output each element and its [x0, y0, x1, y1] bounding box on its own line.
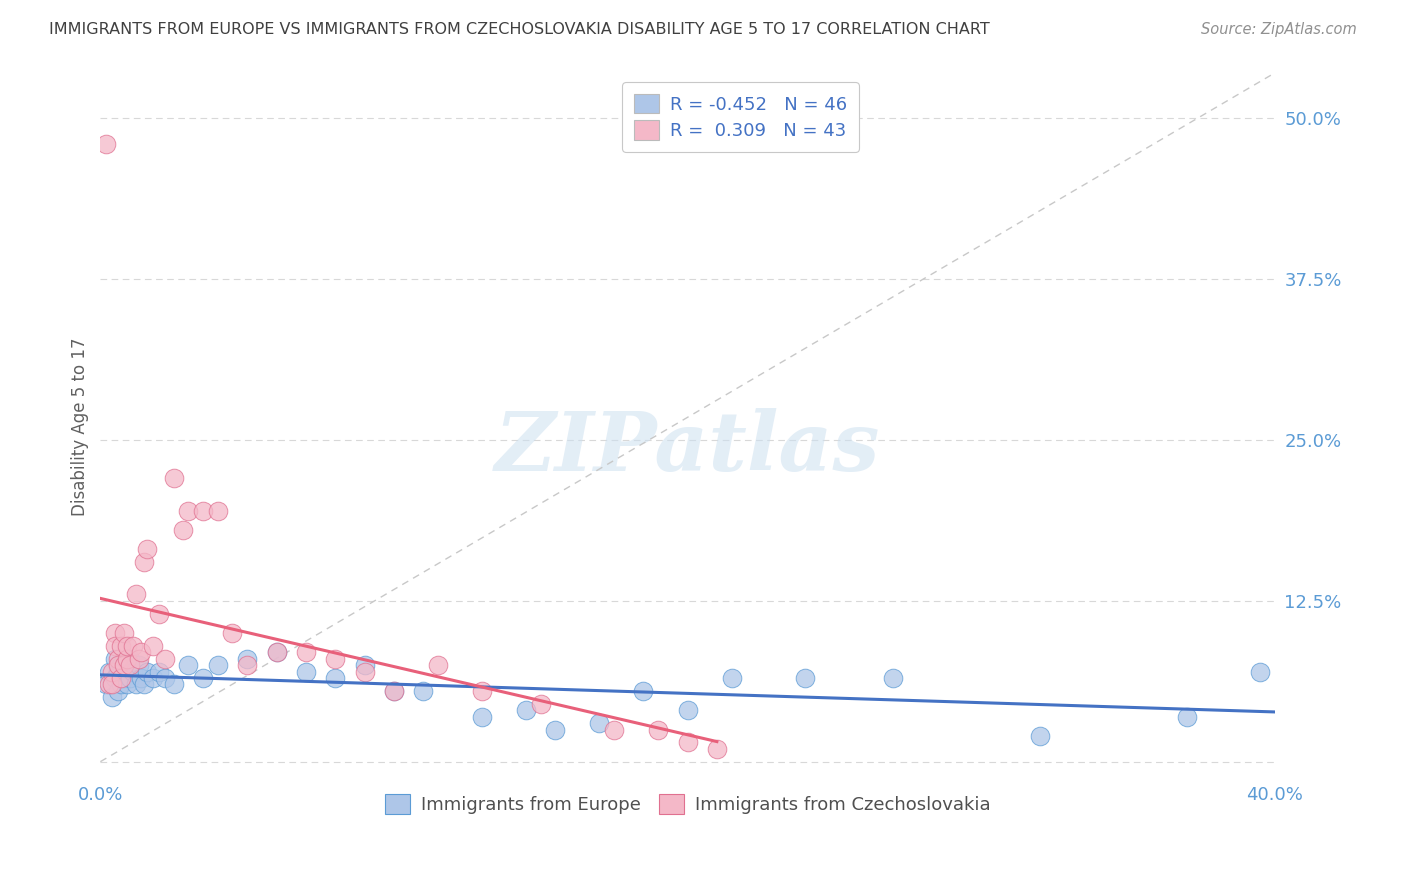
Point [110, 671, 132, 685]
Point [412, 684, 434, 698]
Point [647, 723, 669, 737]
Point [142, 671, 165, 685]
Point [530, 697, 553, 711]
Point [121, 665, 143, 679]
Point [323, 671, 346, 685]
Point [124, 677, 146, 691]
Point [603, 723, 626, 737]
Point [131, 645, 153, 659]
Point [1029, 729, 1052, 743]
Point [107, 658, 129, 673]
Point [110, 677, 132, 691]
Point [101, 677, 124, 691]
Point [266, 645, 288, 659]
Point [112, 658, 135, 673]
Text: Source: ZipAtlas.com: Source: ZipAtlas.com [1201, 22, 1357, 37]
Point [236, 658, 259, 673]
Point [128, 651, 150, 665]
Point [382, 684, 405, 698]
Point [588, 716, 610, 731]
Point [98, 665, 121, 679]
Point [104, 639, 127, 653]
Point [1175, 709, 1198, 723]
Point [101, 690, 124, 705]
Point [142, 639, 165, 653]
Point [882, 671, 904, 685]
Point [207, 658, 229, 673]
Point [427, 658, 450, 673]
Point [544, 723, 567, 737]
Point [295, 645, 318, 659]
Point [676, 735, 699, 749]
Point [191, 671, 214, 685]
Point [96, 136, 118, 151]
Point [221, 626, 243, 640]
Point [207, 503, 229, 517]
Point [382, 684, 405, 698]
Text: ZIPatlas: ZIPatlas [495, 409, 880, 488]
Point [471, 709, 494, 723]
Point [115, 639, 138, 653]
Point [104, 651, 127, 665]
Point [118, 651, 141, 665]
Point [110, 639, 132, 653]
Point [177, 658, 200, 673]
Point [112, 671, 135, 685]
Point [112, 658, 135, 673]
Point [236, 651, 259, 665]
Point [191, 503, 214, 517]
Point [153, 651, 176, 665]
Point [515, 703, 537, 717]
Point [124, 587, 146, 601]
Point [706, 741, 728, 756]
Text: IMMIGRANTS FROM EUROPE VS IMMIGRANTS FROM CZECHOSLOVAKIA DISABILITY AGE 5 TO 17 : IMMIGRANTS FROM EUROPE VS IMMIGRANTS FRO… [49, 22, 990, 37]
Point [353, 665, 375, 679]
Point [323, 651, 346, 665]
Point [720, 671, 742, 685]
Point [353, 658, 375, 673]
Point [134, 677, 156, 691]
Point [115, 651, 138, 665]
Point [96, 677, 118, 691]
Point [118, 658, 141, 673]
Point [163, 471, 186, 485]
Y-axis label: Disability Age 5 to 17: Disability Age 5 to 17 [72, 338, 89, 516]
Point [107, 651, 129, 665]
Point [136, 665, 159, 679]
Legend: Immigrants from Europe, Immigrants from Czechoslovakia: Immigrants from Europe, Immigrants from … [374, 783, 1001, 825]
Point [633, 684, 655, 698]
Point [163, 677, 186, 691]
Point [112, 626, 135, 640]
Point [471, 684, 494, 698]
Point [148, 665, 170, 679]
Point [107, 665, 129, 679]
Point [128, 658, 150, 673]
Point [131, 671, 153, 685]
Point [1249, 665, 1271, 679]
Point [115, 677, 138, 691]
Point [676, 703, 699, 717]
Point [121, 639, 143, 653]
Point [134, 555, 156, 569]
Point [104, 671, 127, 685]
Point [110, 658, 132, 673]
Point [172, 523, 194, 537]
Point [104, 626, 127, 640]
Point [107, 684, 129, 698]
Point [153, 671, 176, 685]
Point [177, 503, 200, 517]
Point [136, 542, 159, 557]
Point [266, 645, 288, 659]
Point [98, 677, 121, 691]
Point [794, 671, 817, 685]
Point [148, 607, 170, 621]
Point [118, 671, 141, 685]
Point [101, 665, 124, 679]
Point [295, 665, 318, 679]
